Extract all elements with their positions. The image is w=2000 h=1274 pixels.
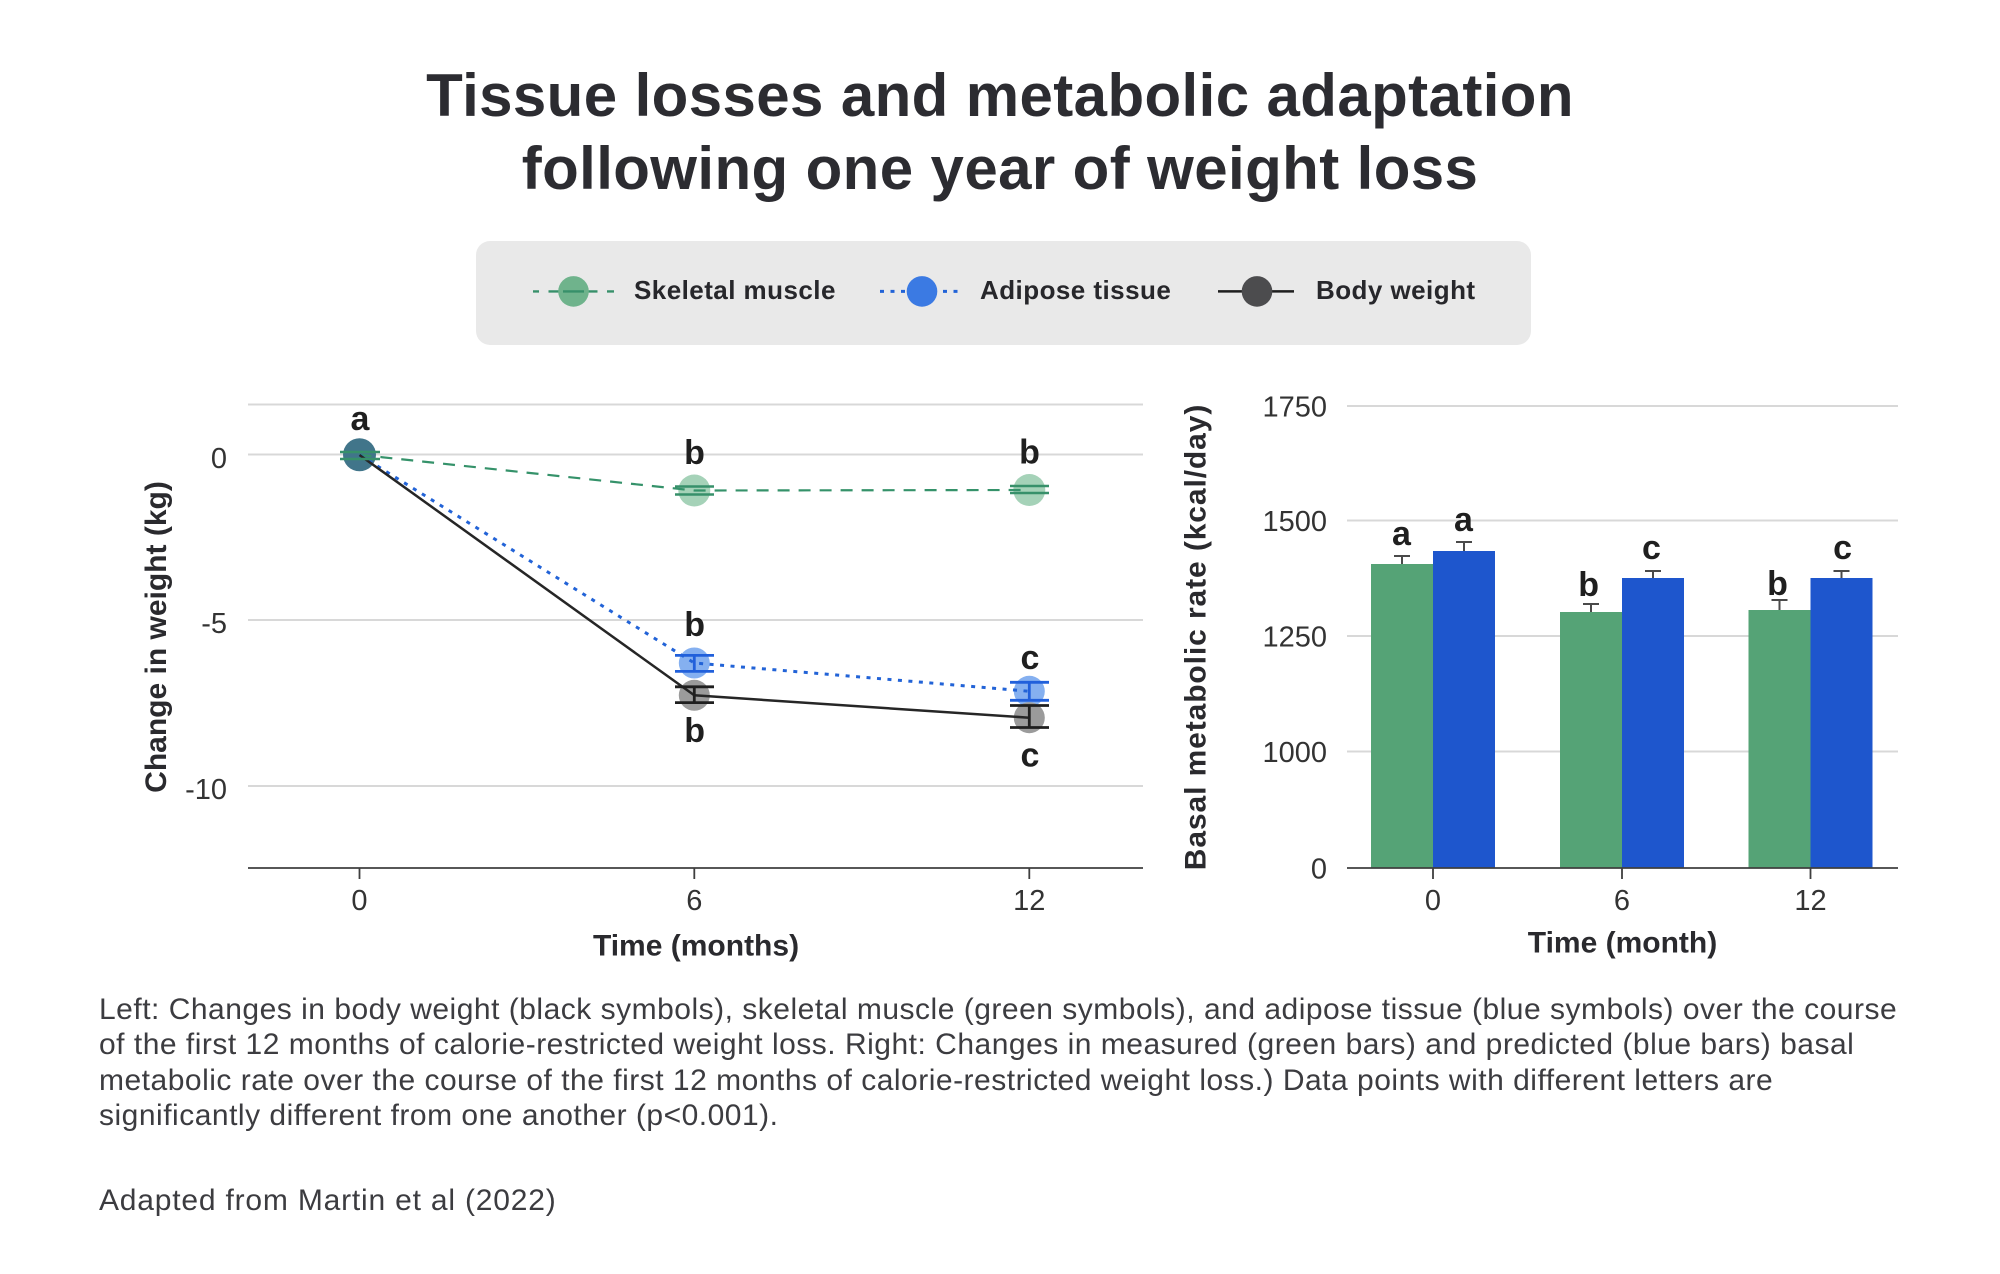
svg-text:a: a bbox=[1454, 501, 1474, 539]
svg-text:Change in weight (kg): Change in weight (kg) bbox=[140, 481, 173, 793]
svg-text:1250: 1250 bbox=[1262, 622, 1327, 654]
svg-text:1500: 1500 bbox=[1262, 506, 1327, 538]
svg-text:12: 12 bbox=[1013, 885, 1045, 917]
svg-text:-5: -5 bbox=[201, 608, 227, 640]
svg-text:c: c bbox=[1833, 529, 1852, 567]
svg-text:0: 0 bbox=[211, 443, 227, 475]
svg-text:b: b bbox=[1767, 565, 1788, 603]
svg-text:b: b bbox=[1578, 566, 1599, 604]
svg-text:b: b bbox=[1019, 434, 1040, 472]
svg-text:0: 0 bbox=[1311, 854, 1327, 886]
svg-text:c: c bbox=[1021, 639, 1040, 677]
svg-text:Basal metabolic rate (kcal/day: Basal metabolic rate (kcal/day) bbox=[1180, 404, 1213, 870]
svg-text:a: a bbox=[351, 400, 371, 438]
svg-text:12: 12 bbox=[1794, 885, 1826, 917]
svg-text:6: 6 bbox=[1614, 885, 1630, 917]
svg-text:b: b bbox=[684, 606, 705, 644]
svg-text:0: 0 bbox=[351, 885, 367, 917]
svg-text:Time (months): Time (months) bbox=[593, 929, 799, 962]
svg-text:6: 6 bbox=[686, 885, 702, 917]
svg-text:Time (month): Time (month) bbox=[1528, 927, 1717, 960]
svg-text:b: b bbox=[684, 434, 705, 472]
svg-text:b: b bbox=[684, 712, 705, 750]
svg-text:a: a bbox=[1392, 515, 1412, 553]
svg-text:c: c bbox=[1021, 737, 1040, 775]
svg-text:0: 0 bbox=[1425, 885, 1441, 917]
svg-text:1750: 1750 bbox=[1262, 392, 1327, 424]
svg-text:c: c bbox=[1642, 529, 1661, 567]
svg-text:-10: -10 bbox=[185, 774, 227, 806]
svg-text:1000: 1000 bbox=[1262, 737, 1327, 769]
